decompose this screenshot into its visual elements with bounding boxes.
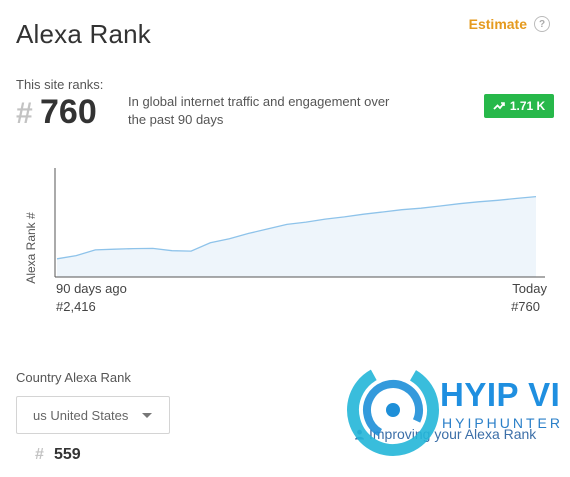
- chart-series-line: [56, 195, 537, 260]
- watermark-logo: HYIP VI HYIPHUNTER: [345, 362, 560, 463]
- x-end-rank: #760: [511, 299, 540, 314]
- rank-caption: This site ranks:: [16, 77, 104, 92]
- trend-up-icon: [493, 102, 505, 110]
- hyip-logo-icon: [347, 364, 439, 456]
- rank-delta-badge: 1.71 K: [484, 94, 554, 118]
- rank-chart: Alexa Rank #: [24, 168, 545, 284]
- y-axis-label: Alexa Rank #: [24, 212, 38, 284]
- improve-rank-link[interactable]: Improving your Alexa Rank: [354, 426, 536, 442]
- estimate-label[interactable]: Estimate: [468, 16, 527, 32]
- user-icon: [355, 429, 364, 439]
- country-select-value[interactable]: us United States: [33, 407, 129, 423]
- chevron-down-icon[interactable]: [142, 413, 152, 418]
- country-rank-hash: #: [35, 446, 44, 463]
- rank-description: In global internet traffic and engagemen…: [128, 94, 390, 127]
- x-start-rank: #2,416: [56, 299, 96, 314]
- rank-hash: #: [16, 97, 33, 130]
- help-icon[interactable]: ?: [534, 16, 550, 32]
- chart-area-fill: [57, 196, 536, 277]
- watermark-title: HYIP VI: [440, 376, 561, 413]
- country-rank-value: 559: [54, 446, 81, 463]
- x-start-label: 90 days ago: [56, 281, 127, 296]
- rank-delta-value: 1.71 K: [509, 99, 546, 113]
- page-title: Alexa Rank: [16, 19, 151, 49]
- improve-rank-text[interactable]: Improving your Alexa Rank: [369, 426, 537, 442]
- estimate-toggle[interactable]: Estimate ?: [469, 16, 550, 32]
- country-rank-label: Country Alexa Rank: [16, 370, 131, 385]
- country-select[interactable]: us United States: [16, 396, 170, 434]
- x-end-label: Today: [512, 281, 547, 296]
- global-rank-value: 760: [40, 93, 97, 131]
